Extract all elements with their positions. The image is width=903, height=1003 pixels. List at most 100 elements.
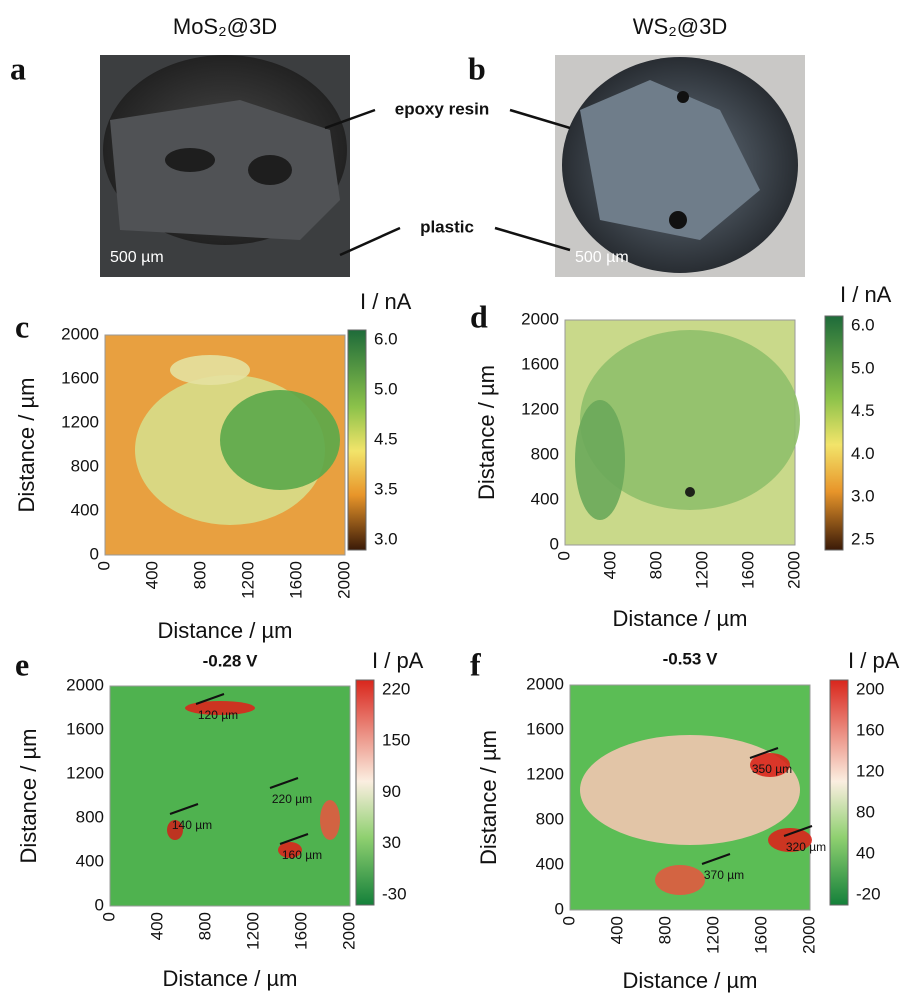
annotation-arrow	[195, 693, 225, 705]
x-tick-label: 2000	[784, 551, 803, 589]
colorbar-tick-label: 150	[382, 731, 410, 750]
colorbar-title: I / nA	[360, 289, 412, 314]
colorbar-tick-label: 5.0	[851, 358, 875, 377]
annotation: 120 µm	[198, 708, 238, 722]
y-tick-label: 1200	[61, 412, 99, 431]
y-tick-label: 2000	[526, 674, 564, 693]
x-axis-label: Distance / µm	[623, 968, 758, 993]
y-axis-label: Distance / µm	[14, 378, 39, 513]
photo-title: WS₂@3D	[633, 14, 727, 39]
annotation-arrow	[749, 747, 779, 759]
y-tick-label: 1200	[526, 764, 564, 783]
photo-arrows	[324, 108, 571, 257]
panel-letter: a	[10, 50, 26, 86]
y-tick-label: 400	[531, 489, 559, 508]
x-tick-label: 0	[94, 561, 113, 570]
annotation: 160 µm	[282, 848, 322, 862]
map-feature	[185, 701, 255, 715]
y-axis-label: Distance / µm	[16, 729, 41, 864]
panel-letter: b	[468, 50, 486, 86]
colorbar-tick-label: 3.0	[374, 529, 398, 548]
y-tick-label: 0	[90, 544, 99, 563]
colorbar-title: I / pA	[848, 648, 900, 673]
annotation: 140 µm	[172, 818, 212, 832]
y-tick-label: 400	[71, 500, 99, 519]
map-feature	[750, 753, 790, 777]
y-tick-label: 0	[555, 899, 564, 918]
y-axis-label: Distance / µm	[476, 730, 501, 865]
map-feature	[170, 355, 250, 385]
y-tick-label: 800	[536, 809, 564, 828]
annotation: 220 µm	[272, 792, 312, 806]
x-tick-label: 1600	[751, 916, 770, 954]
y-tick-label: 1600	[61, 368, 99, 387]
x-tick-label: 800	[655, 916, 674, 944]
map-feature	[580, 735, 800, 845]
x-tick-label: 800	[190, 561, 209, 589]
x-tick-label: 1600	[286, 561, 305, 599]
y-tick-label: 1200	[521, 399, 559, 418]
colorbar-tick-label: 80	[856, 802, 875, 821]
map-feature	[167, 820, 183, 840]
colorbar-tick-label: 4.5	[851, 401, 875, 420]
map-feature	[655, 865, 705, 895]
y-tick-label: 800	[531, 444, 559, 463]
y-tick-label: 0	[550, 534, 559, 553]
colorbar-tick-label: 2.5	[851, 529, 875, 548]
annotation: 370 µm	[704, 868, 744, 882]
colorbar-tick-label: 3.0	[851, 487, 875, 506]
y-tick-label: 0	[95, 895, 104, 914]
colorbar-tick-label: 4.5	[374, 429, 398, 448]
y-tick-label: 1600	[521, 354, 559, 373]
map-feature	[580, 330, 800, 510]
map-feature	[685, 487, 695, 497]
x-tick-label: 400	[142, 561, 161, 589]
photo-label: plastic	[420, 217, 474, 236]
x-tick-label: 1200	[703, 916, 722, 954]
colorbar	[347, 329, 367, 551]
annotation-arrow	[169, 803, 199, 815]
colorbar-tick-label: 40	[856, 843, 875, 862]
annotation: 320 µm	[786, 840, 826, 854]
y-tick-label: 1600	[66, 719, 104, 738]
x-tick-label: 2000	[799, 916, 818, 954]
map-feature	[220, 390, 340, 490]
x-tick-label: 400	[607, 916, 626, 944]
colorbar-tick-label: 200	[856, 679, 884, 698]
photo-title: MoS₂@3D	[173, 14, 277, 39]
y-tick-label: 1200	[66, 763, 104, 782]
annotation-arrow	[279, 833, 309, 845]
x-tick-label: 0	[559, 916, 578, 925]
x-tick-label: 0	[554, 551, 573, 560]
x-tick-label: 1600	[291, 912, 310, 950]
annotation-arrow	[269, 777, 299, 789]
x-tick-label: 1200	[238, 561, 257, 599]
panel-letter: d	[470, 298, 488, 334]
photo-b	[555, 55, 805, 277]
colorbar-tick-label: 120	[856, 761, 884, 780]
photo-label: epoxy resin	[395, 99, 490, 118]
x-axis-label: Distance / µm	[163, 966, 298, 991]
colorbar-title: I / nA	[840, 282, 892, 307]
annotation-arrow	[783, 825, 813, 837]
colorbar	[355, 679, 375, 906]
x-tick-label: 2000	[339, 912, 358, 950]
colorbar-tick-label: 220	[382, 679, 410, 698]
x-tick-label: 800	[646, 551, 665, 579]
map-feature	[278, 842, 302, 858]
y-axis-label: Distance / µm	[474, 365, 499, 500]
map	[109, 685, 351, 907]
y-tick-label: 2000	[66, 675, 104, 694]
y-tick-label: 1600	[526, 719, 564, 738]
annotation-arrow	[701, 853, 731, 865]
colorbar-tick-label: -20	[856, 884, 881, 903]
map-subtitle: -0.53 V	[663, 649, 718, 668]
x-tick-label: 1200	[692, 551, 711, 589]
scale-bar: 500 µm	[575, 249, 629, 266]
map-feature	[575, 400, 625, 520]
y-tick-label: 800	[71, 456, 99, 475]
x-tick-label: 1200	[243, 912, 262, 950]
x-tick-label: 2000	[334, 561, 353, 599]
panel-letter: e	[15, 646, 29, 682]
